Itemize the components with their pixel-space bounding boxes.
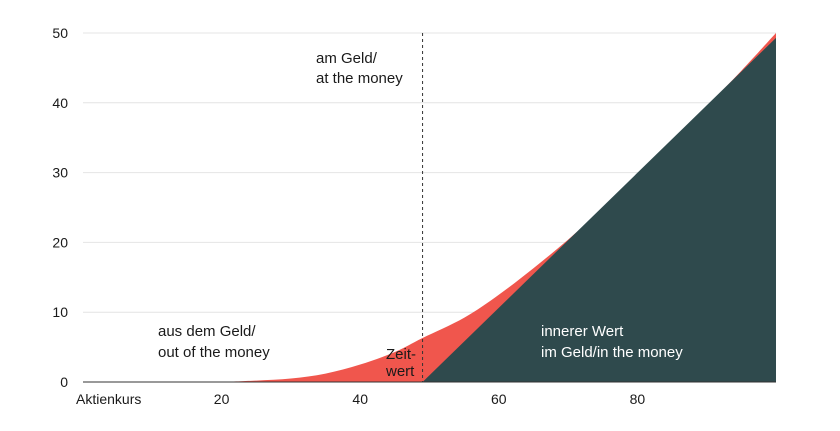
x-tick-label-40: 40 <box>352 391 368 407</box>
y-tick-label-50: 50 <box>52 25 68 41</box>
y-tick-label-0: 0 <box>60 374 68 390</box>
x-axis-label: Aktienkurs <box>76 391 141 407</box>
annotation-time-value-line1: Zeit- <box>386 346 416 363</box>
annotation-intrinsic-line2: im Geld/in the money <box>541 344 683 361</box>
y-tick-label-20: 20 <box>52 234 68 250</box>
label-layer: Aktienkurs am Geld/ at the money aus dem… <box>76 50 683 407</box>
annotation-otm-line2: out of the money <box>158 344 270 361</box>
x-tick-label-80: 80 <box>630 391 646 407</box>
x-tick-label-20: 20 <box>214 391 230 407</box>
annotation-atm-line2: at the money <box>316 70 403 87</box>
axis-layer: 0 10 20 30 40 50 20 40 60 80 <box>52 25 776 407</box>
y-tick-label-10: 10 <box>52 304 68 320</box>
x-tick-label-60: 60 <box>491 391 507 407</box>
annotation-atm-line1: am Geld/ <box>316 50 378 67</box>
annotation-intrinsic-line1: innerer Wert <box>541 323 624 340</box>
annotation-time-value-line2: wert <box>385 363 415 380</box>
area-intrinsic-value <box>422 37 776 383</box>
area-layer <box>221 33 777 383</box>
y-tick-label-40: 40 <box>52 95 68 111</box>
annotation-otm-line1: aus dem Geld/ <box>158 323 256 340</box>
y-tick-label-30: 30 <box>52 165 68 181</box>
